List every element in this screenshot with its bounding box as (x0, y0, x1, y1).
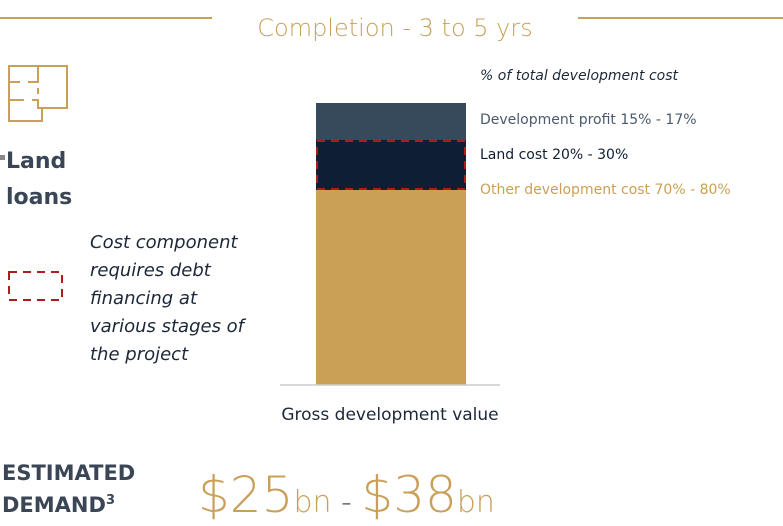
loan-type: Land (6, 149, 66, 174)
value-part: bn (457, 485, 495, 520)
axis-label: Gross development value (281, 405, 498, 425)
superscript: 3 (106, 493, 115, 508)
value-part: $38 (361, 466, 456, 524)
bullet (0, 155, 5, 160)
bar-caption: % of total development cost (480, 68, 679, 84)
legend-swatch (8, 271, 63, 301)
header-title: Completion - 3 to 5 yrs (257, 14, 532, 42)
legend-text: Cost component (90, 232, 239, 253)
bar-segment (316, 103, 466, 140)
value-part: - (332, 485, 362, 520)
debt-outline (316, 140, 466, 190)
demand-label: ESTIMATED (2, 461, 135, 485)
demand-label: DEMAND3 (2, 493, 115, 517)
legend-text: the project (90, 344, 189, 365)
value-part: $25 (198, 466, 293, 524)
legend-text: various stages of (90, 316, 247, 337)
bar-segment (316, 190, 466, 385)
value-part: bn (293, 485, 331, 520)
legend-text: financing at (90, 288, 198, 309)
demand-value: $25bn - $38bn (198, 466, 495, 524)
demand-label: DEMAND (2, 493, 106, 517)
bar-segment (316, 140, 466, 190)
floor-plan-icon (8, 65, 68, 122)
segment-label: Other development cost 70% - 80% (480, 182, 731, 198)
segment-label: Land cost 20% - 30% (480, 147, 628, 163)
legend-text: requires debt (90, 260, 212, 281)
segment-label: Development profit 15% - 17% (480, 112, 697, 128)
loan-type: loans (6, 185, 72, 210)
